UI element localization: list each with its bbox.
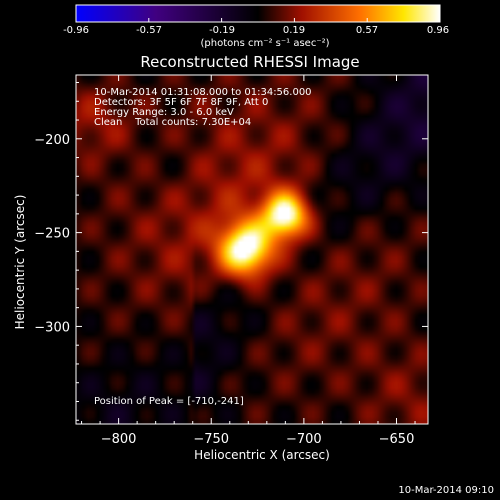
- colorbar-tick-label: -0.57: [136, 25, 162, 36]
- chart-title: Reconstructed RHESSI Image: [140, 53, 360, 71]
- colorbar-tick-label: -0.96: [63, 25, 89, 36]
- y-axis-label: Heliocentric Y (arcsec): [13, 195, 27, 330]
- info-energy-range: Energy Range: 3.0 - 6.0 keV: [94, 107, 234, 118]
- y-tick-label: −200: [34, 133, 70, 148]
- y-tick-label: −250: [34, 227, 70, 242]
- x-tick-label: −750: [193, 432, 229, 447]
- plot-frame: [75, 74, 429, 425]
- axis-ticks: [76, 75, 428, 424]
- x-tick-label: −800: [101, 432, 137, 447]
- x-axis-label: Heliocentric X (arcsec): [194, 448, 330, 462]
- colorbar-tick-label: 0.57: [355, 25, 379, 36]
- colorbar-tick-label: 0.96: [426, 25, 450, 36]
- x-tick-label: −650: [379, 432, 415, 447]
- info-detectors: Detectors: 3F 5F 6F 7F 8F 9F, Att 0: [94, 97, 269, 108]
- colorbar-tick-label: 0.19: [282, 25, 306, 36]
- heatmap-image: [76, 75, 428, 424]
- y-tick-label: −300: [34, 320, 70, 335]
- axis-tick-labels: −800 −750 −700 −650 −200 −250 −300: [34, 133, 414, 447]
- x-tick-label: −700: [286, 432, 322, 447]
- colorbar-ticks: [75, 18, 441, 22]
- info-counts: Clean Total counts: 7.30E+04: [94, 117, 252, 128]
- footer-timestamp: 10-Mar-2014 09:10: [398, 485, 494, 496]
- peak-position: Position of Peak = [-710,-241]: [94, 396, 244, 407]
- colorbar-unit: (photons cm⁻² s⁻¹ asec⁻²): [200, 38, 330, 49]
- info-time-range: 10-Mar-2014 01:31:08.000 to 01:34:56.000: [94, 87, 312, 98]
- colorbar: [75, 4, 441, 23]
- colorbar-tick-label: -0.19: [209, 25, 235, 36]
